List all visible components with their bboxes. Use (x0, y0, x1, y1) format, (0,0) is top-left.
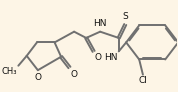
Text: Cl: Cl (138, 76, 147, 85)
Text: HN: HN (93, 19, 107, 28)
Text: O: O (70, 70, 77, 79)
Text: CH₃: CH₃ (2, 67, 17, 76)
Text: HN: HN (104, 53, 118, 62)
Text: S: S (122, 12, 128, 21)
Text: O: O (95, 53, 101, 62)
Text: O: O (34, 73, 41, 82)
